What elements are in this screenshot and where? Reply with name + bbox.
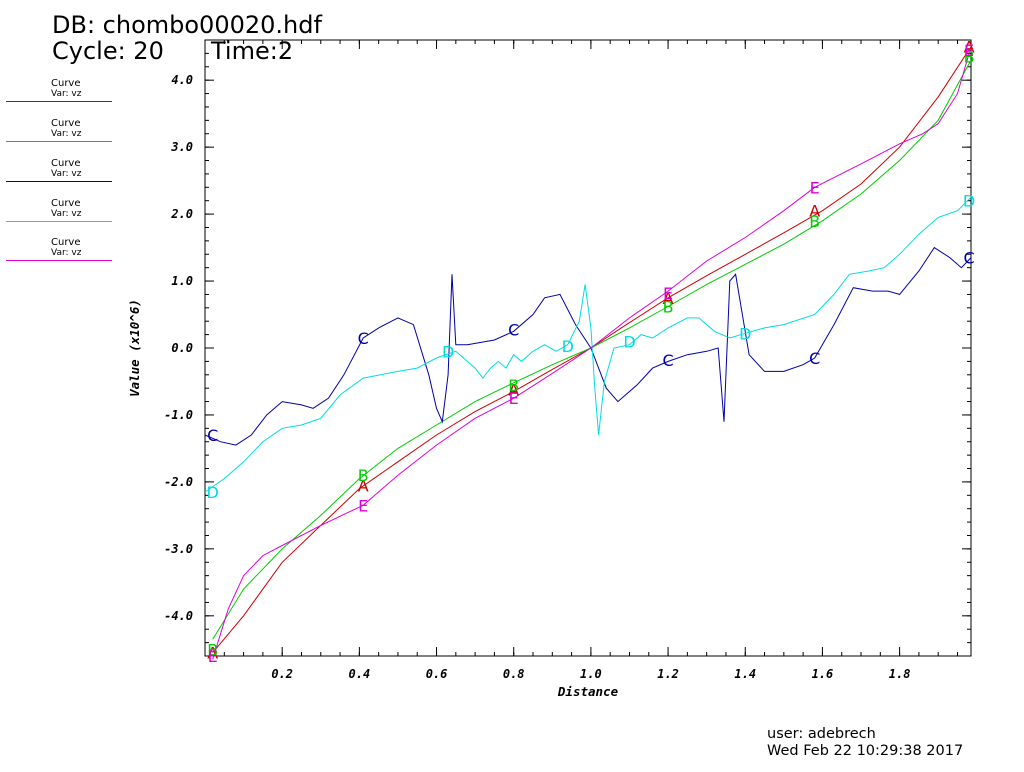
x-axis-title: Distance xyxy=(557,684,619,699)
y-axis-title: Value (x10^6) xyxy=(127,299,142,397)
series-marker-e: E xyxy=(663,284,673,303)
series-marker-b: B xyxy=(663,297,674,316)
timestamp-label: Wed Feb 22 10:29:38 2017 xyxy=(767,743,964,759)
series-line-e xyxy=(212,46,972,660)
legend-swatch xyxy=(6,260,112,261)
y-tick-label: 1.0 xyxy=(171,274,193,288)
series-marker-d: D xyxy=(207,483,219,502)
legend-item-curve-1: Curve Var: vz xyxy=(6,79,112,109)
x-tick-label: 0.6 xyxy=(426,667,448,681)
x-tick-label: 0.2 xyxy=(271,667,293,681)
y-tick-label: 0.0 xyxy=(171,341,193,355)
series-marker-e: E xyxy=(208,647,218,666)
plot-frame xyxy=(204,39,972,657)
series-marker-c: C xyxy=(963,249,974,268)
y-tick-label: 2.0 xyxy=(170,207,193,221)
legend-item-curve-2: Curve Var: vz xyxy=(6,119,112,149)
legend-curve-label: Curve xyxy=(51,118,81,129)
y-tick-label: -3.0 xyxy=(164,542,193,556)
axes: 0.2 0.4 0.6 0.8 1.0 1.2 1.4 1.6 1.8 -4.0 -3.0 -2.0 -… xyxy=(164,39,972,681)
series-marker-b: B xyxy=(207,640,218,659)
series-marker-b: B xyxy=(809,212,820,231)
x-tick-label: 1.0 xyxy=(580,667,602,681)
legend-var-label: Var: vz xyxy=(51,169,82,179)
series-marker-e: E xyxy=(358,496,368,515)
series-marker-d: D xyxy=(739,324,751,343)
series-marker-a: A xyxy=(358,476,369,495)
legend-item-curve-4: Curve Var: vz xyxy=(6,199,112,229)
series-marker-d: D xyxy=(442,342,454,361)
x-tick-label: 0.4 xyxy=(349,667,371,681)
x-tick-label: 1.4 xyxy=(734,667,756,681)
series-marker-e: E xyxy=(509,389,519,408)
y-tick-label: -1.0 xyxy=(164,408,193,422)
x-tick-label: 1.6 xyxy=(812,667,834,681)
series-marker-e: E xyxy=(810,178,820,197)
series-marker-b: B xyxy=(964,48,975,67)
series-marker-e: E xyxy=(964,41,974,60)
legend-var-label: Var: vz xyxy=(51,248,82,258)
legend-curve-label: Curve xyxy=(51,78,81,89)
series-marker-d: D xyxy=(623,332,635,351)
legend-swatch xyxy=(6,221,112,222)
series-marker-a: A xyxy=(964,38,975,57)
series-marker-c: C xyxy=(207,426,218,445)
y-tick-label: 3.0 xyxy=(170,140,193,154)
series-marker-a: A xyxy=(809,202,820,221)
x-tick-label: 0.8 xyxy=(503,667,525,681)
legend-curve-label: Curve xyxy=(51,198,81,209)
y-tick-label: 4.0 xyxy=(171,73,193,87)
legend-swatch xyxy=(6,181,112,182)
series-marker-a: A xyxy=(508,381,519,400)
y-tick-label: -4.0 xyxy=(164,609,193,623)
series-marker-c: C xyxy=(809,349,820,368)
series-marker-c: C xyxy=(662,351,673,370)
legend-curve-label: Curve xyxy=(51,237,81,248)
y-tick-label: -2.0 xyxy=(164,475,193,489)
x-tick-label: 1.8 xyxy=(889,667,911,681)
series-marker-d: D xyxy=(963,192,975,211)
series-marker-b: B xyxy=(358,466,369,485)
x-tick-label: 1.2 xyxy=(657,667,679,681)
series-marker-c: C xyxy=(358,329,369,348)
series-marker-a: A xyxy=(207,644,218,663)
series-marker-c: C xyxy=(508,320,519,339)
series-line-d xyxy=(204,196,972,493)
series-marker-a: A xyxy=(663,289,674,308)
legend-var-label: Var: vz xyxy=(51,129,82,139)
legend-item-curve-5: Curve Var: vz xyxy=(6,238,112,268)
user-label: user: adebrech xyxy=(767,726,876,742)
legend-item-curve-3: Curve Var: vz xyxy=(6,159,112,189)
legend-var-label: Var: vz xyxy=(51,89,82,99)
legend-curve-label: Curve xyxy=(51,158,81,169)
database-title: DB: chombo00020.hdf xyxy=(52,11,322,39)
legend-swatch xyxy=(6,141,112,142)
series-marker-b: B xyxy=(508,376,519,395)
cycle-label: Cycle: 20 xyxy=(52,37,164,65)
legend-var-label: Var: vz xyxy=(51,209,82,219)
legend-swatch xyxy=(6,101,112,102)
series-line-c xyxy=(204,246,972,446)
series-marker-d: D xyxy=(562,337,574,356)
series-lines xyxy=(204,46,972,660)
